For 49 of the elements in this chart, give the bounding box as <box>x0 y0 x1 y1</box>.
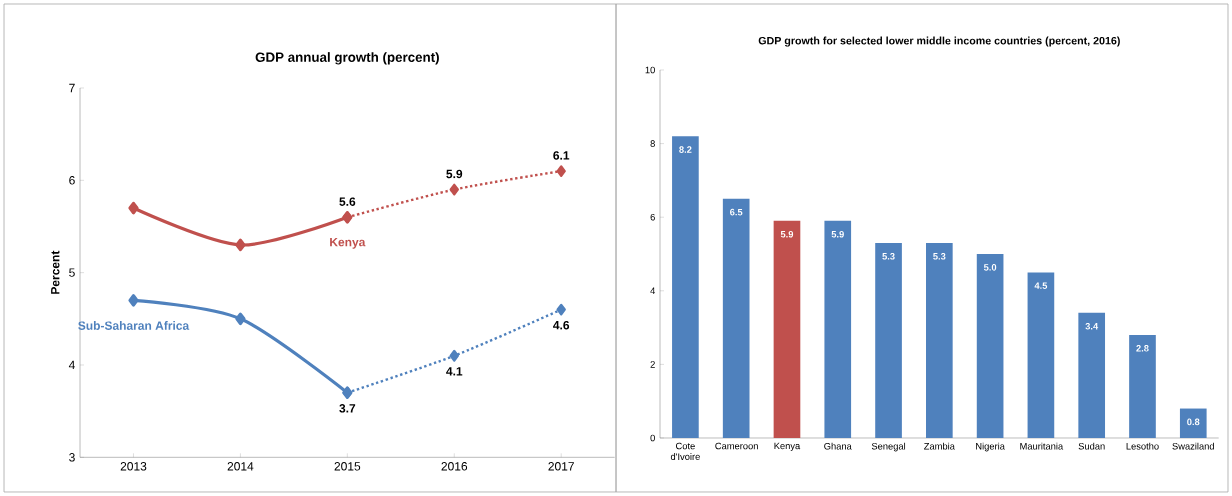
series-label: Sub-Saharan Africa <box>78 321 190 330</box>
y-tick-label: 0 <box>650 434 655 442</box>
x-tick-label: Cameroon <box>715 442 758 450</box>
data-label: 5.6 <box>339 197 356 206</box>
data-label: 4.6 <box>553 320 570 330</box>
x-tick-label: Kenya <box>774 442 801 452</box>
data-label: 2.8 <box>1136 345 1149 352</box>
y-tick-label: 2 <box>650 361 655 368</box>
x-tick-label: Sudan <box>1078 442 1105 450</box>
y-tick-label: 10 <box>645 66 655 74</box>
data-label: 5.0 <box>983 264 997 271</box>
x-tick-label: 2017 <box>548 462 574 471</box>
y-tick-label: 4 <box>650 287 656 294</box>
data-label: 4.1 <box>446 367 463 376</box>
data-label: 4.5 <box>1034 282 1048 289</box>
x-tick-label: Senegal <box>871 442 906 452</box>
y-tick-label: 6 <box>69 176 75 185</box>
y-tick-label: 4 <box>68 360 75 370</box>
x-tick-label: Lesotho <box>1126 442 1159 450</box>
x-tick-label: Nigeria <box>976 442 1005 452</box>
x-tick-label: 2014 <box>227 462 254 471</box>
x-tick-label: Cote d'Ivoire <box>670 442 700 460</box>
x-tick-label: 2013 <box>120 462 147 471</box>
y-tick-label: 7 <box>69 83 75 93</box>
series-label: Kenya <box>330 237 366 249</box>
data-label: 6.5 <box>730 208 743 216</box>
x-tick-label: 2016 <box>441 462 468 471</box>
x-tick-label: Ghana <box>824 442 852 450</box>
data-label: 0.8 <box>1187 418 1200 426</box>
y-tick-label: 6 <box>650 213 655 221</box>
x-tick-label: 2015 <box>334 462 361 471</box>
data-label: 5.9 <box>831 230 844 238</box>
data-label: 3.7 <box>339 404 356 413</box>
data-label: 8.2 <box>679 146 692 153</box>
x-tick-label: Mauritania <box>1020 442 1064 450</box>
data-label: 5.3 <box>933 253 946 260</box>
x-tick-label: Zambia <box>924 442 955 450</box>
chart-title: GDP annual growth (percent) <box>255 52 439 65</box>
y-tick-label: 8 <box>650 140 655 147</box>
x-tick-label: Swaziland <box>1172 442 1214 450</box>
y-tick-label: 5 <box>69 268 75 277</box>
data-label: 6.1 <box>553 151 570 160</box>
data-label: 5.3 <box>882 253 895 260</box>
data-label: 5.9 <box>446 169 463 179</box>
y-tick-label: 3 <box>69 453 75 462</box>
data-label: 3.4 <box>1085 322 1099 330</box>
chart-title: GDP growth for selected lower middle income countries (percent, 2016) <box>758 36 1120 47</box>
data-label: 5.9 <box>780 230 794 238</box>
y-axis-title: Percent <box>51 250 60 294</box>
